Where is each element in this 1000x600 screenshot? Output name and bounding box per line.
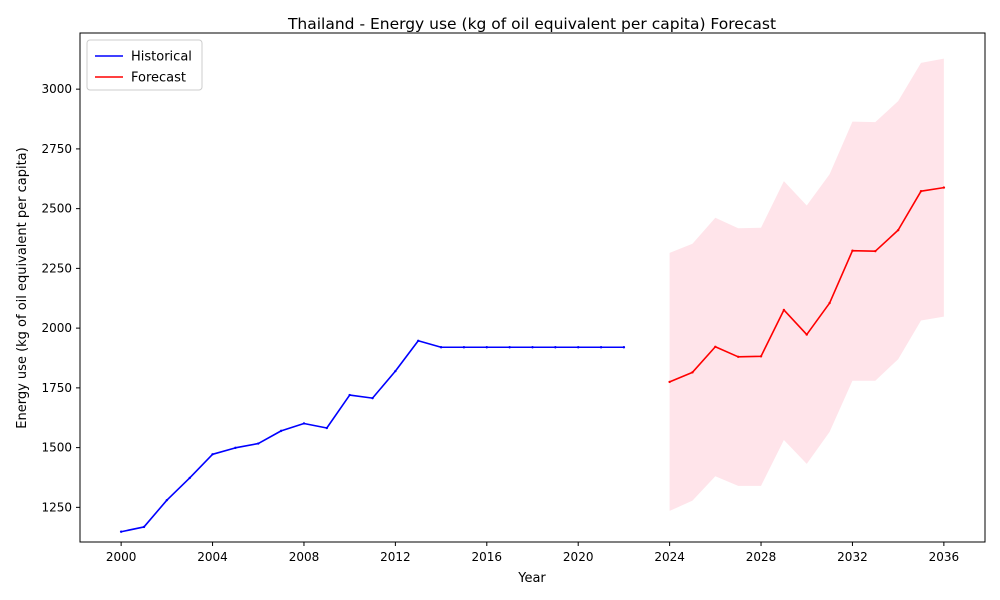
historical-data-point bbox=[142, 525, 146, 529]
forecast-data-point bbox=[736, 355, 740, 359]
forecast-data-point bbox=[714, 345, 717, 348]
historical-line bbox=[120, 339, 624, 533]
historical-data-point bbox=[165, 498, 169, 502]
historical-data-point bbox=[485, 346, 488, 349]
historical-data-point bbox=[302, 422, 306, 425]
historical-data-point bbox=[119, 530, 123, 533]
x-tick-label: 2012 bbox=[380, 550, 411, 564]
historical-data-point bbox=[439, 346, 443, 349]
plot-area-frame bbox=[79, 32, 986, 543]
y-tick-label: 3000 bbox=[41, 82, 72, 96]
historical-data-point bbox=[531, 346, 534, 349]
series-line-layer bbox=[119, 186, 946, 533]
x-axis: 2000 2004 2008 2012 2016 2020 2024 2028 2032 2036 bbox=[106, 542, 959, 564]
x-tick-label: 2016 bbox=[472, 550, 503, 564]
y-tick-label: 1500 bbox=[41, 441, 72, 455]
historical-data-point bbox=[599, 346, 603, 349]
legend: Historical Forecast bbox=[86, 39, 203, 91]
historical-data-point bbox=[394, 369, 397, 373]
y-tick-label: 2000 bbox=[41, 321, 72, 335]
historical-data-point bbox=[417, 339, 420, 342]
historical-data-point bbox=[257, 442, 260, 445]
x-tick-label: 2020 bbox=[563, 550, 594, 564]
historical-data-point bbox=[462, 346, 466, 349]
forecast-data-point bbox=[828, 301, 831, 305]
forecast-data-point bbox=[668, 380, 671, 384]
x-tick-label: 2036 bbox=[929, 550, 960, 564]
forecast-data-point bbox=[919, 189, 923, 193]
x-tick-label: 2032 bbox=[837, 550, 868, 564]
y-tick-label: 2750 bbox=[41, 142, 72, 156]
y-tick-label: 1750 bbox=[41, 381, 72, 395]
historical-data-point bbox=[279, 429, 283, 433]
historical-data-point bbox=[211, 453, 214, 456]
x-axis-label: Year bbox=[517, 571, 546, 586]
historical-data-point bbox=[554, 346, 557, 349]
historical-data-point bbox=[577, 346, 580, 349]
historical-data-point bbox=[234, 446, 237, 450]
historical-data-point bbox=[508, 346, 511, 349]
forecast-data-point bbox=[805, 333, 808, 336]
forecast-data-point bbox=[896, 228, 900, 232]
legend-label-forecast: Forecast bbox=[131, 71, 186, 86]
x-tick-label: 2008 bbox=[289, 550, 320, 564]
forecast-data-point bbox=[759, 355, 763, 358]
confidence-band-layer bbox=[669, 58, 944, 511]
forecast-data-point bbox=[874, 249, 877, 253]
forecast-data-point bbox=[782, 308, 786, 312]
historical-data-point bbox=[188, 476, 191, 480]
historical-data-point bbox=[325, 426, 329, 430]
y-tick-label: 2500 bbox=[41, 202, 72, 216]
y-axis-label: Energy use (kg of oil equivalent per cap… bbox=[15, 147, 30, 428]
historical-data-point bbox=[622, 346, 626, 349]
x-tick-label: 2024 bbox=[654, 550, 685, 564]
x-tick-label: 2004 bbox=[197, 550, 228, 564]
y-axis: 1250 1500 1750 2000 2250 2500 2750 3000 bbox=[41, 82, 80, 514]
legend-label-historical: Historical bbox=[131, 50, 192, 65]
x-tick-label: 2000 bbox=[106, 550, 137, 564]
historical-data-point bbox=[371, 396, 374, 400]
x-tick-label: 2028 bbox=[746, 550, 777, 564]
forecast-data-point bbox=[691, 371, 694, 374]
y-tick-label: 1250 bbox=[41, 500, 72, 514]
forecast-confidence-band bbox=[669, 58, 944, 511]
forecast-data-point bbox=[851, 249, 854, 252]
historical-data-point bbox=[348, 393, 351, 397]
forecast-data-point bbox=[942, 186, 946, 189]
y-tick-label: 2250 bbox=[41, 261, 72, 275]
chart-title: Thailand - Energy use (kg of oil equival… bbox=[287, 15, 776, 33]
